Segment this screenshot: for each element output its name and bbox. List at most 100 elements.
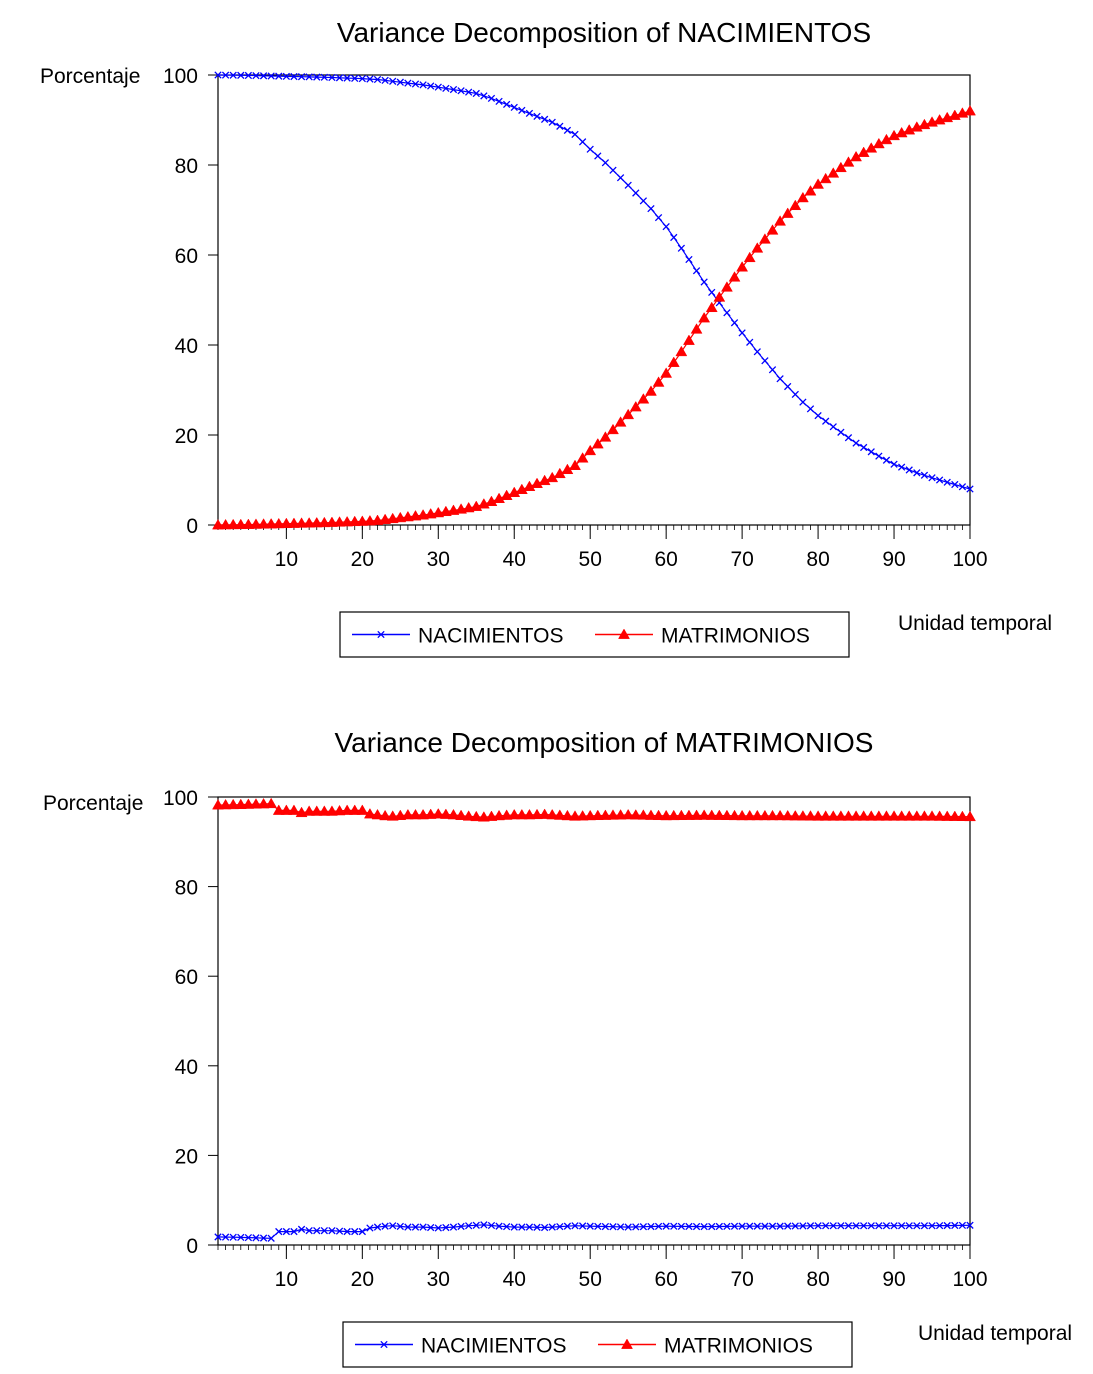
- x-tick-label: 20: [351, 1268, 374, 1291]
- data-point: [242, 518, 255, 529]
- data-point: [708, 288, 716, 297]
- x-tick-label: 60: [654, 1268, 677, 1291]
- data-point: [257, 797, 270, 809]
- data-point: [819, 810, 832, 821]
- data-point: [662, 1222, 670, 1230]
- y-tick-label: 80: [175, 155, 198, 178]
- data-point: [487, 94, 496, 103]
- data-point: [652, 376, 665, 387]
- data-point: [576, 452, 589, 463]
- data-point: [882, 1222, 891, 1230]
- data-point: [720, 809, 733, 821]
- data-point: [571, 130, 579, 139]
- data-point: [758, 809, 771, 821]
- data-point: [533, 1223, 541, 1231]
- data-point: [601, 1222, 610, 1231]
- data-point: [227, 798, 240, 810]
- data-point: [341, 515, 354, 527]
- plot-area: [217, 796, 971, 1246]
- data-point: [632, 1223, 640, 1231]
- data-point: [822, 417, 830, 425]
- x-tick-label: 100: [952, 548, 987, 571]
- data-point: [822, 1222, 830, 1230]
- data-point: [890, 1222, 898, 1230]
- data-point: [404, 79, 412, 87]
- data-point: [348, 804, 361, 815]
- data-point: [219, 798, 232, 810]
- data-point: [700, 278, 708, 286]
- data-point: [439, 808, 452, 819]
- data-point: [214, 1233, 222, 1241]
- data-point: [538, 474, 551, 486]
- data-point: [373, 1223, 382, 1231]
- data-point: [905, 1222, 913, 1230]
- data-point: [683, 809, 695, 820]
- data-point: [396, 78, 404, 86]
- legend-box: [339, 611, 850, 658]
- data-point: [250, 798, 262, 809]
- data-point: [700, 1222, 708, 1231]
- data-point: [465, 88, 473, 96]
- data-point: [621, 1338, 633, 1349]
- legend-box: [342, 1321, 853, 1368]
- y-tick-label: 40: [175, 335, 198, 358]
- data-point: [880, 810, 893, 821]
- data-point: [662, 222, 670, 231]
- chart-title: Variance Decomposition of MATRIMONIOS: [335, 727, 874, 758]
- data-point: [616, 1223, 625, 1231]
- data-point: [852, 439, 860, 447]
- data-point: [267, 72, 275, 80]
- data-point: [776, 375, 784, 383]
- data-point: [743, 809, 756, 821]
- data-point: [766, 809, 779, 821]
- data-point: [462, 810, 475, 821]
- data-point: [377, 630, 385, 639]
- data-point: [257, 518, 270, 529]
- y-tick-label: 40: [175, 1056, 198, 1079]
- data-point: [842, 810, 855, 821]
- data-point: [796, 810, 809, 821]
- data-point: [964, 104, 976, 116]
- data-point: [920, 1222, 929, 1230]
- x-axis-label: Unidad temporal: [898, 612, 1052, 635]
- data-point: [318, 516, 331, 528]
- data-point: [692, 1222, 701, 1231]
- data-point: [313, 1227, 321, 1235]
- data-point: [538, 808, 551, 819]
- data-point: [857, 810, 870, 821]
- data-point: [259, 1234, 268, 1242]
- data-point: [867, 1222, 875, 1230]
- data-point: [335, 1227, 344, 1235]
- data-point: [791, 390, 799, 399]
- data-point: [212, 518, 224, 530]
- data-point: [326, 805, 338, 816]
- data-point: [951, 1221, 959, 1230]
- data-point: [371, 808, 384, 820]
- data-point: [622, 808, 635, 820]
- data-point: [310, 516, 323, 528]
- x-tick-label: 100: [952, 1268, 987, 1291]
- data-point: [888, 810, 900, 821]
- data-point: [366, 75, 374, 83]
- data-point: [515, 483, 528, 494]
- data-point: [842, 156, 855, 167]
- data-point: [746, 338, 754, 346]
- data-point: [903, 810, 916, 821]
- data-point: [913, 1222, 921, 1230]
- data-point: [738, 1222, 746, 1230]
- data-point: [789, 199, 802, 211]
- data-point: [812, 178, 825, 189]
- data-point: [569, 810, 581, 821]
- data-point: [713, 809, 726, 820]
- data-point: [540, 1223, 549, 1232]
- data-point: [275, 72, 283, 80]
- x-tick-label: 70: [730, 1268, 753, 1291]
- data-point: [485, 810, 498, 821]
- data-point: [518, 1223, 526, 1231]
- data-point: [966, 485, 974, 493]
- data-point: [252, 71, 260, 80]
- data-point: [935, 1221, 944, 1230]
- data-point: [751, 809, 764, 821]
- data-point: [728, 271, 741, 282]
- data-point: [447, 808, 460, 820]
